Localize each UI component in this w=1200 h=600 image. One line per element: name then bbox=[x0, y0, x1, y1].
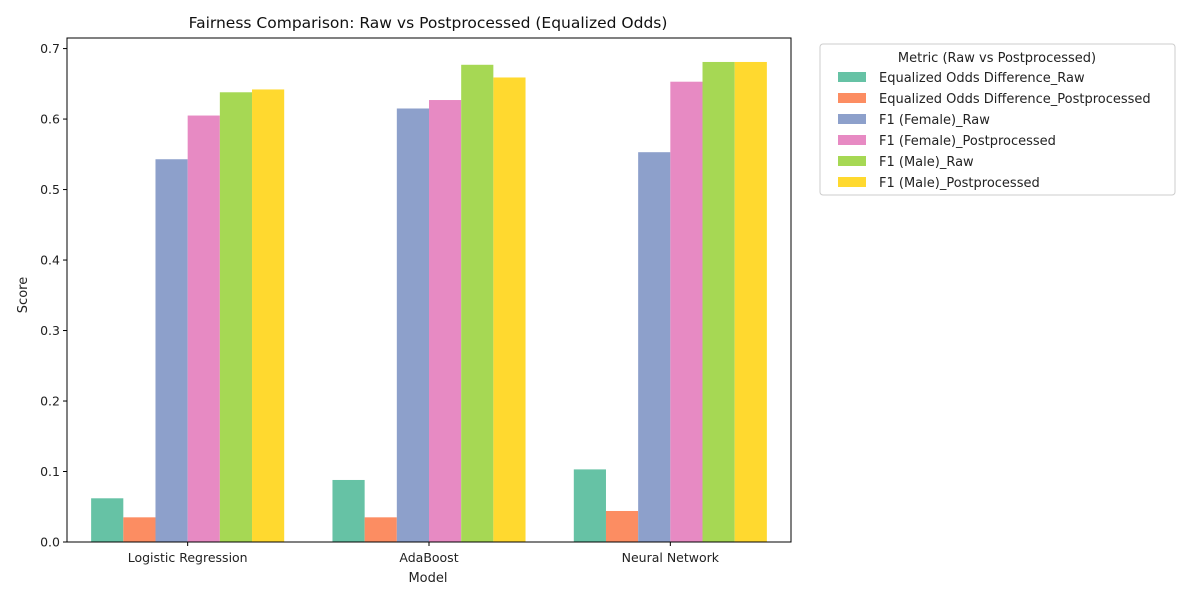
legend-swatch bbox=[838, 177, 866, 187]
bar bbox=[638, 152, 671, 543]
legend-title: Metric (Raw vs Postprocessed) bbox=[898, 51, 1096, 66]
legend-label: F1 (Male)_Raw bbox=[879, 155, 974, 170]
bar bbox=[573, 469, 606, 542]
legend-swatch bbox=[838, 114, 866, 124]
bar bbox=[605, 510, 639, 542]
chart-title: Fairness Comparison: Raw vs Postprocesse… bbox=[189, 14, 668, 32]
bar bbox=[332, 479, 365, 542]
bar bbox=[461, 64, 494, 542]
bar bbox=[123, 517, 156, 542]
y-axis-label: Score bbox=[16, 277, 31, 313]
y-tick-label: 0.7 bbox=[40, 41, 60, 56]
legend-box bbox=[819, 43, 1176, 196]
x-tick-label: Logistic Regression bbox=[128, 550, 248, 565]
legend-label: Equalized Odds Difference_Raw bbox=[879, 71, 1085, 86]
y-tick-label: 0.5 bbox=[40, 182, 60, 197]
bar bbox=[91, 498, 124, 542]
x-tick-label: Neural Network bbox=[622, 550, 720, 565]
legend-label: F1 (Male)_Postprocessed bbox=[879, 176, 1040, 191]
legend: Metric (Raw vs Postprocessed) Equalized … bbox=[819, 43, 1176, 196]
y-tick-label: 0.4 bbox=[40, 253, 60, 268]
legend-items: Equalized Odds Difference_Raw Equalized O… bbox=[838, 71, 1151, 191]
y-tick-label: 0.2 bbox=[40, 394, 60, 409]
bar bbox=[734, 61, 767, 543]
bar bbox=[364, 517, 397, 542]
y-tick-label: 0.0 bbox=[40, 535, 60, 550]
bar bbox=[702, 61, 735, 543]
y-tick-label: 0.1 bbox=[40, 464, 60, 479]
legend-label: Equalized Odds Difference_Postprocessed bbox=[879, 92, 1151, 107]
bar bbox=[155, 159, 188, 543]
y-tick-label: 0.6 bbox=[40, 112, 60, 127]
bar bbox=[429, 100, 462, 543]
bars-layer bbox=[91, 61, 767, 543]
bar bbox=[187, 115, 220, 543]
bar bbox=[219, 92, 253, 543]
bar bbox=[396, 108, 429, 543]
legend-label: F1 (Female)_Postprocessed bbox=[879, 134, 1056, 149]
legend-swatch bbox=[838, 156, 866, 166]
x-axis-label: Model bbox=[408, 571, 447, 586]
x-tick-label: AdaBoost bbox=[399, 550, 458, 565]
bar bbox=[493, 77, 526, 543]
legend-swatch bbox=[838, 135, 866, 145]
bar bbox=[252, 89, 285, 543]
y-tick-label: 0.3 bbox=[40, 323, 60, 338]
bar bbox=[670, 81, 703, 543]
axes-layer: 0.0 0.1 0.2 0.3 0.4 0.5 0.6 0.7 Logistic Regress… bbox=[40, 37, 792, 565]
legend-swatch bbox=[838, 93, 866, 103]
legend-label: F1 (Female)_Raw bbox=[879, 113, 990, 128]
legend-swatch bbox=[838, 72, 866, 82]
